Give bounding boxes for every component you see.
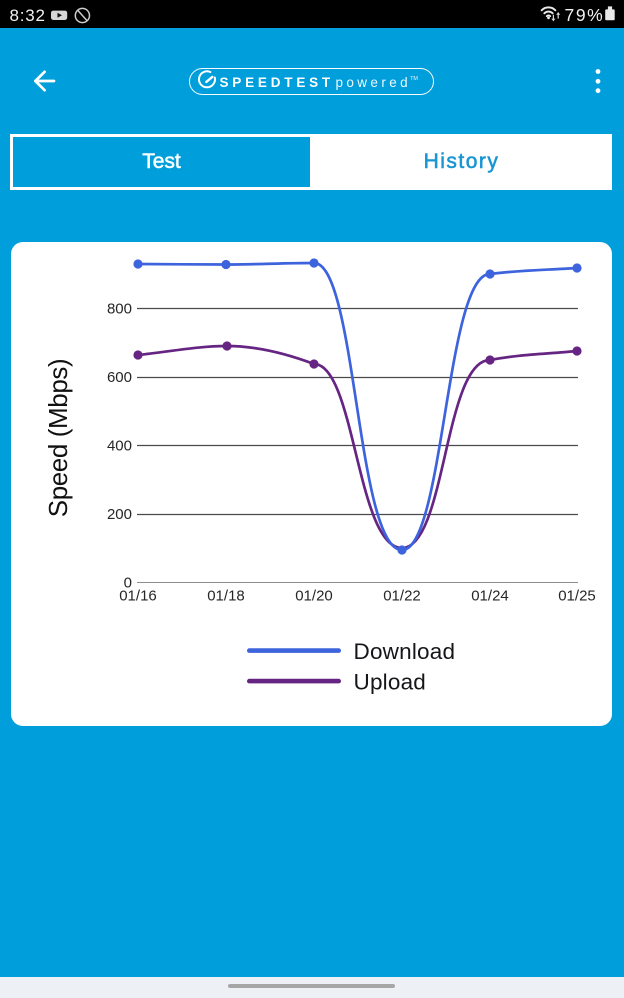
svg-text:01/22: 01/22	[383, 588, 421, 605]
svg-text:01/24: 01/24	[471, 588, 509, 605]
svg-text:Speed (Mbps): Speed (Mbps)	[43, 359, 73, 518]
svg-text:Upload: Upload	[354, 670, 427, 695]
svg-text:01/25: 01/25	[558, 588, 596, 605]
svg-text:01/18: 01/18	[207, 588, 245, 605]
svg-text:8:32: 8:32	[10, 6, 46, 25]
svg-text:01/20: 01/20	[295, 588, 333, 605]
svg-text:600: 600	[107, 369, 132, 386]
svg-text:01/16: 01/16	[119, 588, 157, 605]
svg-text:400: 400	[107, 438, 132, 455]
svg-text:800: 800	[107, 301, 132, 318]
svg-text:200: 200	[107, 506, 132, 523]
svg-text:Download: Download	[354, 639, 456, 664]
svg-text:0: 0	[124, 575, 132, 592]
svg-text:79%: 79%	[565, 5, 605, 25]
